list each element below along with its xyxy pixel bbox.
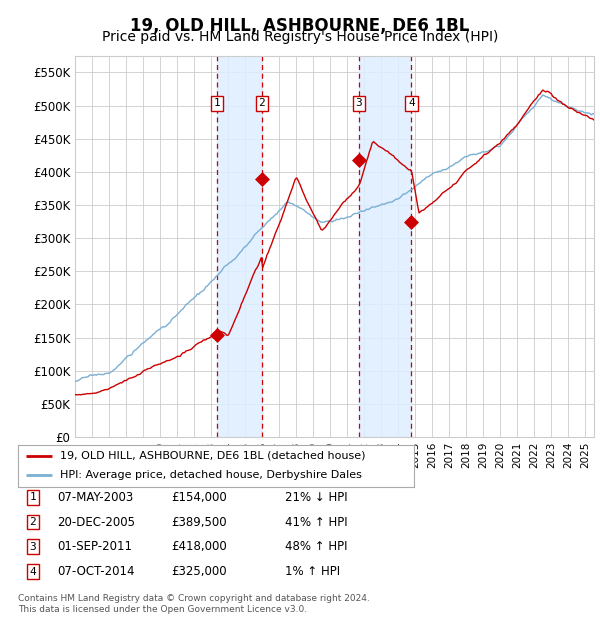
Text: 48% ↑ HPI: 48% ↑ HPI (285, 541, 347, 553)
Text: 4: 4 (29, 567, 37, 577)
Text: Contains HM Land Registry data © Crown copyright and database right 2024.: Contains HM Land Registry data © Crown c… (18, 593, 370, 603)
Text: 4: 4 (408, 99, 415, 108)
Text: £418,000: £418,000 (171, 541, 227, 553)
Text: 41% ↑ HPI: 41% ↑ HPI (285, 516, 347, 528)
Text: 1: 1 (29, 492, 37, 502)
Text: £325,000: £325,000 (171, 565, 227, 578)
Text: 20-DEC-2005: 20-DEC-2005 (57, 516, 135, 528)
Text: £389,500: £389,500 (171, 516, 227, 528)
Text: Price paid vs. HM Land Registry's House Price Index (HPI): Price paid vs. HM Land Registry's House … (102, 30, 498, 44)
Text: 2: 2 (29, 517, 37, 527)
Text: 3: 3 (29, 542, 37, 552)
Text: 1% ↑ HPI: 1% ↑ HPI (285, 565, 340, 578)
Text: HPI: Average price, detached house, Derbyshire Dales: HPI: Average price, detached house, Derb… (59, 471, 361, 480)
Text: 21% ↓ HPI: 21% ↓ HPI (285, 491, 347, 503)
Text: 19, OLD HILL, ASHBOURNE, DE6 1BL (detached house): 19, OLD HILL, ASHBOURNE, DE6 1BL (detach… (59, 451, 365, 461)
Bar (359, 56, 412, 437)
Text: 2: 2 (258, 99, 265, 108)
Text: This data is licensed under the Open Government Licence v3.0.: This data is licensed under the Open Gov… (18, 604, 307, 614)
Text: 19, OLD HILL, ASHBOURNE, DE6 1BL: 19, OLD HILL, ASHBOURNE, DE6 1BL (130, 17, 470, 35)
Text: 07-OCT-2014: 07-OCT-2014 (57, 565, 134, 578)
Text: 3: 3 (355, 99, 362, 108)
Text: £154,000: £154,000 (171, 491, 227, 503)
Bar (217, 56, 262, 437)
Text: 01-SEP-2011: 01-SEP-2011 (57, 541, 132, 553)
Text: 07-MAY-2003: 07-MAY-2003 (57, 491, 133, 503)
Text: 1: 1 (214, 99, 220, 108)
